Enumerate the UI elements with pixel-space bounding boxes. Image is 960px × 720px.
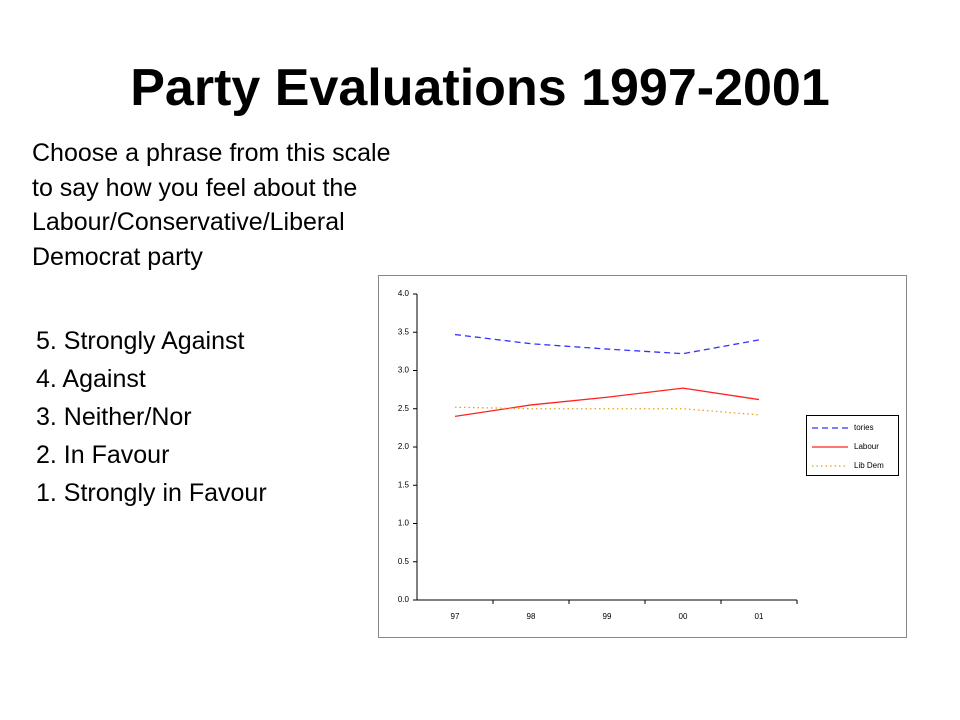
y-tick-label: 3.5: [398, 327, 410, 336]
intro-line: Democrat party: [32, 242, 203, 271]
y-tick-label: 1.5: [398, 480, 410, 489]
scale-item: 1. Strongly in Favour: [36, 479, 267, 507]
y-tick-label: 3.0: [398, 366, 410, 375]
x-tick-label: 00: [679, 612, 688, 621]
y-tick-label: 2.5: [398, 404, 410, 413]
x-tick-label: 99: [603, 612, 612, 621]
x-tick-label: 01: [755, 612, 764, 621]
y-tick-label: 4.0: [398, 289, 410, 298]
scale-item: 3. Neither/Nor: [36, 403, 192, 431]
y-tick-label: 0.0: [398, 595, 410, 604]
scale-item: 2. In Favour: [36, 441, 170, 469]
x-tick-label: 98: [527, 612, 536, 621]
x-tick-label: 97: [451, 612, 460, 621]
intro-line: Choose a phrase from this scale: [32, 139, 391, 167]
scale-item: 5. Strongly Against: [36, 327, 245, 355]
series-line: [454, 406, 760, 416]
series-line: [454, 333, 760, 355]
y-tick-label: 2.0: [398, 442, 410, 451]
intro-line: Labour/Conservative/Liberal: [32, 208, 345, 236]
legend-box: [806, 415, 899, 476]
intro-line: to say how you feel about the: [32, 173, 358, 202]
y-tick-label: 1.0: [398, 519, 410, 528]
slide-title: Party Evaluations 1997-2001: [130, 59, 830, 117]
intro-text: Choose a phrase from this scale to say h…: [32, 136, 391, 274]
legend-label: Labour: [854, 442, 879, 451]
legend-label: tories: [854, 423, 874, 432]
legend-label: Lib Dem: [854, 461, 884, 470]
scale-list: 5. Strongly Against 4. Against 3. Neithe…: [36, 322, 267, 512]
scale-item: 4. Against: [36, 365, 146, 393]
y-tick-label: 0.5: [398, 557, 410, 566]
